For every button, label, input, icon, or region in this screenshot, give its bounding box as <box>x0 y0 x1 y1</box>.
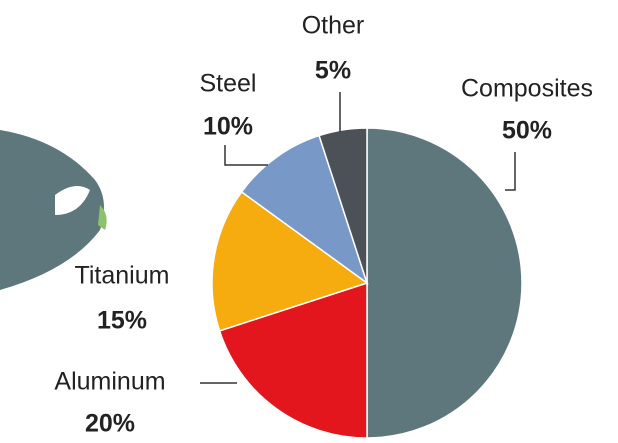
leader-line <box>224 145 268 166</box>
slice-label: Titanium <box>75 262 170 290</box>
slice-value-label: 50% <box>502 117 552 145</box>
slice-value-label: 10% <box>203 113 253 141</box>
slice-label: Aluminum <box>54 368 165 396</box>
leader-line <box>505 152 516 191</box>
decoration <box>0 130 107 290</box>
slice-value-label: 20% <box>85 410 135 438</box>
slice-label: Other <box>302 12 365 40</box>
pie-slice <box>218 281 368 439</box>
pie-slice <box>211 190 369 332</box>
slice-value-label: 5% <box>315 57 351 85</box>
pie-slice <box>366 127 523 439</box>
slice-value-label: 15% <box>97 307 147 335</box>
slice-label: Steel <box>200 70 257 98</box>
pie-slice <box>240 134 369 285</box>
pie-slice <box>318 127 368 284</box>
slice-label: Composites <box>461 75 593 103</box>
